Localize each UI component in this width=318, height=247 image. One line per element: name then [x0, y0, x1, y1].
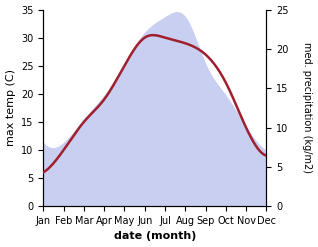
- Y-axis label: med. precipitation (kg/m2): med. precipitation (kg/m2): [302, 42, 313, 173]
- Y-axis label: max temp (C): max temp (C): [5, 69, 16, 146]
- X-axis label: date (month): date (month): [114, 231, 196, 242]
